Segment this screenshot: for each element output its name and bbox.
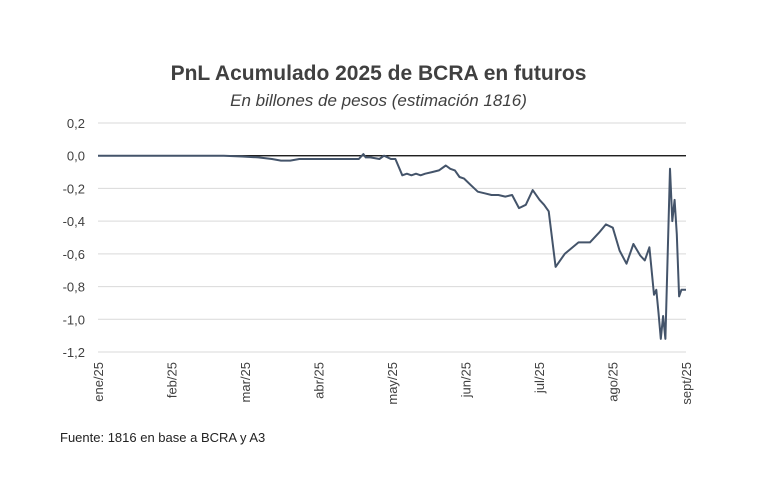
x-tick-label: mar/25 [238,362,253,402]
x-axis-ticks: ene/25 feb/25 mar/25 abr/25 may/25 jun/25 jul/… [91,362,694,405]
x-tick-label: ene/25 [91,362,106,402]
series-line-pnl [98,153,686,340]
x-tick-label: abr/25 [312,362,327,399]
y-tick-label: -0,8 [63,280,85,295]
x-tick-label: sept/25 [679,362,694,405]
y-tick-label: -0,2 [63,181,85,196]
x-tick-label: may/25 [385,362,400,405]
y-tick-label: -0,6 [63,247,85,262]
chart-title: PnL Acumulado 2025 de BCRA en futuros [170,62,587,85]
y-tick-label: -1,0 [63,312,85,327]
y-axis-ticks: 0,2 0,0 -0,2 -0,4 -0,6 -0,8 -1,0 -1,2 [63,116,85,360]
y-tick-label: -1,2 [63,345,85,360]
x-tick-label: jun/25 [459,362,474,398]
y-tick-label: -0,4 [63,214,85,229]
source-note: Fuente: 1816 en base a BCRA y A3 [60,430,266,445]
x-tick-label: ago/25 [606,362,621,402]
gridlines [98,122,686,353]
x-tick-label: feb/25 [165,362,180,398]
y-tick-label: 0,0 [67,149,85,164]
chart-subtitle: En billones de pesos (estimación 1816) [230,91,527,110]
y-tick-label: 0,2 [67,116,85,131]
x-tick-label: jul/25 [532,362,547,394]
